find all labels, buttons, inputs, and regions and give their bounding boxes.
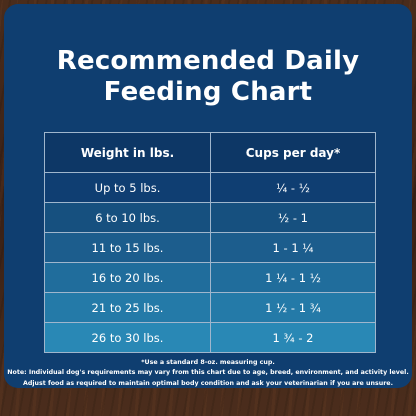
weight-cell: 26 to 30 lbs.	[91, 330, 164, 345]
weight-cell: 21 to 25 lbs.	[91, 300, 164, 315]
table-row: Up to 5 lbs. ¼ - ½	[45, 172, 375, 202]
table-row: 16 to 20 lbs. 1 ¼ - 1 ½	[45, 262, 375, 292]
table-row: 11 to 15 lbs. 1 - 1 ¼	[45, 232, 375, 262]
disclaimer-note: Note: Individual dog's requirements may …	[7, 369, 409, 387]
title-line-1: Recommended Daily	[56, 46, 360, 76]
weight-cell: 11 to 15 lbs.	[91, 240, 164, 255]
table-row: 21 to 25 lbs. 1 ½ - 1 ¾	[45, 292, 375, 322]
table-row: 26 to 30 lbs. 1 ¾ - 2	[45, 322, 375, 352]
table-header-row: Weight in lbs. Cups per day*	[45, 133, 375, 172]
measuring-cup-note: *Use a standard 8-oz. measuring cup.	[141, 359, 275, 366]
cups-cell: 1 - 1 ¼	[210, 233, 375, 262]
cups-cell: 1 ½ - 1 ¾	[210, 293, 375, 322]
feeding-table: Weight in lbs. Cups per day* Up to 5 lbs…	[44, 132, 376, 353]
header-cups: Cups per day*	[210, 133, 375, 172]
weight-cell: Up to 5 lbs.	[94, 180, 161, 195]
cups-cell: 1 ¾ - 2	[210, 323, 375, 352]
cups-cell: 1 ¼ - 1 ½	[210, 263, 375, 292]
table-row: 6 to 10 lbs. ½ - 1	[45, 202, 375, 232]
weight-cell: 16 to 20 lbs.	[91, 270, 164, 285]
feeding-chart-card: Recommended Daily Feeding Chart Weight i…	[4, 4, 412, 388]
page-title: Recommended Daily Feeding Chart	[4, 46, 412, 108]
cups-cell: ¼ - ½	[210, 173, 375, 202]
weight-cell: 6 to 10 lbs.	[95, 210, 160, 225]
cups-cell: ½ - 1	[210, 203, 375, 232]
header-weight: Weight in lbs.	[80, 145, 175, 160]
title-line-2: Feeding Chart	[103, 77, 313, 107]
